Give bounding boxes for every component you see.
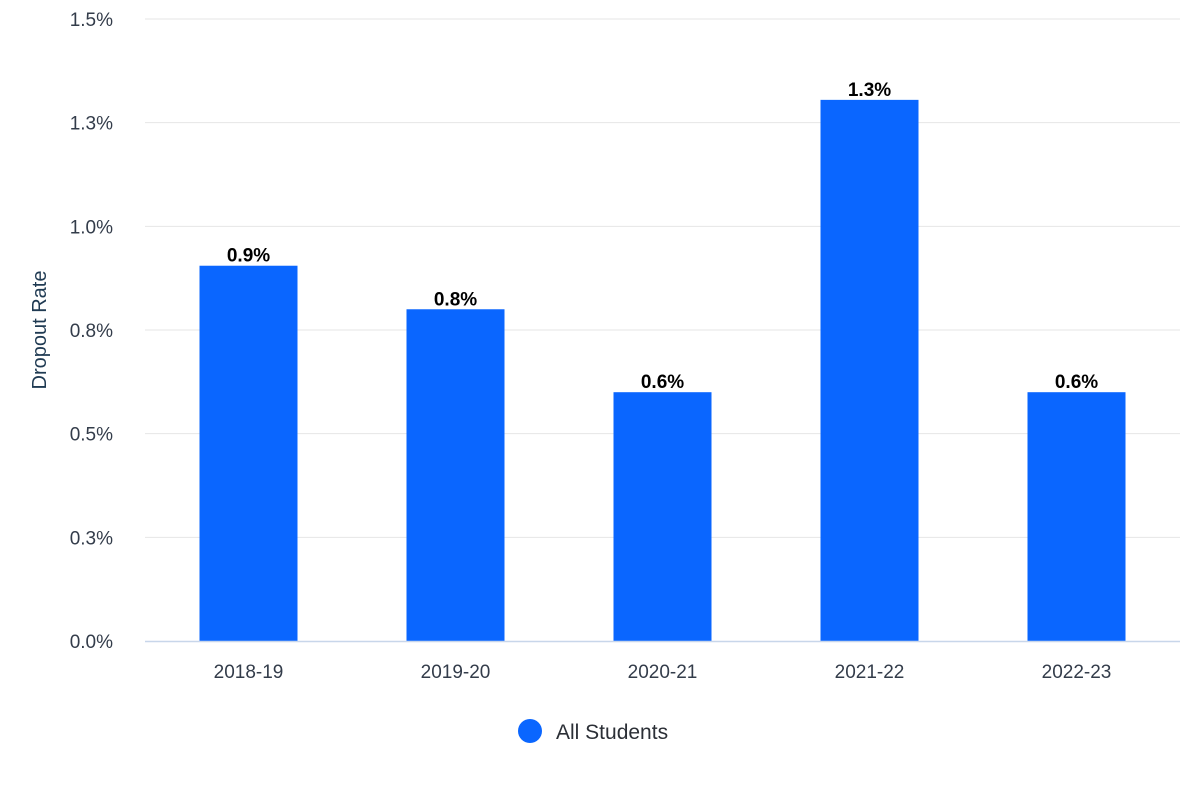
x-axis-ticks: 2018-19 2019-20 2020-21 2021-22 2022-23 [214, 662, 1112, 683]
legend[interactable]: All Students [518, 719, 668, 744]
gridlines [145, 18, 1180, 538]
data-label-2022-23: 0.6% [1055, 372, 1098, 393]
bar-2020-21[interactable] [613, 392, 712, 641]
x-tick-label: 2018-19 [214, 662, 284, 683]
y-tick-label: 0.0% [70, 632, 113, 653]
y-axis-title: Dropout Rate [29, 271, 51, 390]
x-tick-label: 2021-22 [835, 662, 905, 683]
y-tick-label: 1.5% [70, 10, 113, 31]
x-tick-label: 2022-23 [1042, 662, 1112, 683]
data-labels: 0.9% 0.8% 0.6% 1.3% 0.6% [227, 80, 1098, 393]
data-label-2019-20: 0.8% [434, 289, 477, 310]
bar-2022-23[interactable] [1027, 392, 1126, 641]
y-tick-label: 1.3% [70, 114, 113, 135]
bars [199, 99, 1126, 642]
data-label-2020-21: 0.6% [641, 372, 684, 393]
y-tick-label: 0.5% [70, 425, 113, 446]
x-tick-label: 2019-20 [421, 662, 491, 683]
y-tick-label: 1.0% [70, 217, 113, 238]
x-tick-label: 2020-21 [628, 662, 698, 683]
bar-2018-19[interactable] [199, 265, 298, 641]
data-label-2018-19: 0.9% [227, 246, 270, 267]
legend-label-all-students: All Students [556, 721, 668, 744]
legend-marker-all-students [518, 719, 542, 743]
y-tick-label: 0.3% [70, 528, 113, 549]
y-tick-label: 0.8% [70, 321, 113, 342]
bar-2019-20[interactable] [406, 309, 505, 641]
y-axis-ticks: 0.0% 0.3% 0.5% 0.8% 1.0% 1.3% 1.5% [70, 10, 113, 653]
bar-2021-22[interactable] [820, 99, 919, 642]
data-label-2021-22: 1.3% [848, 80, 891, 101]
